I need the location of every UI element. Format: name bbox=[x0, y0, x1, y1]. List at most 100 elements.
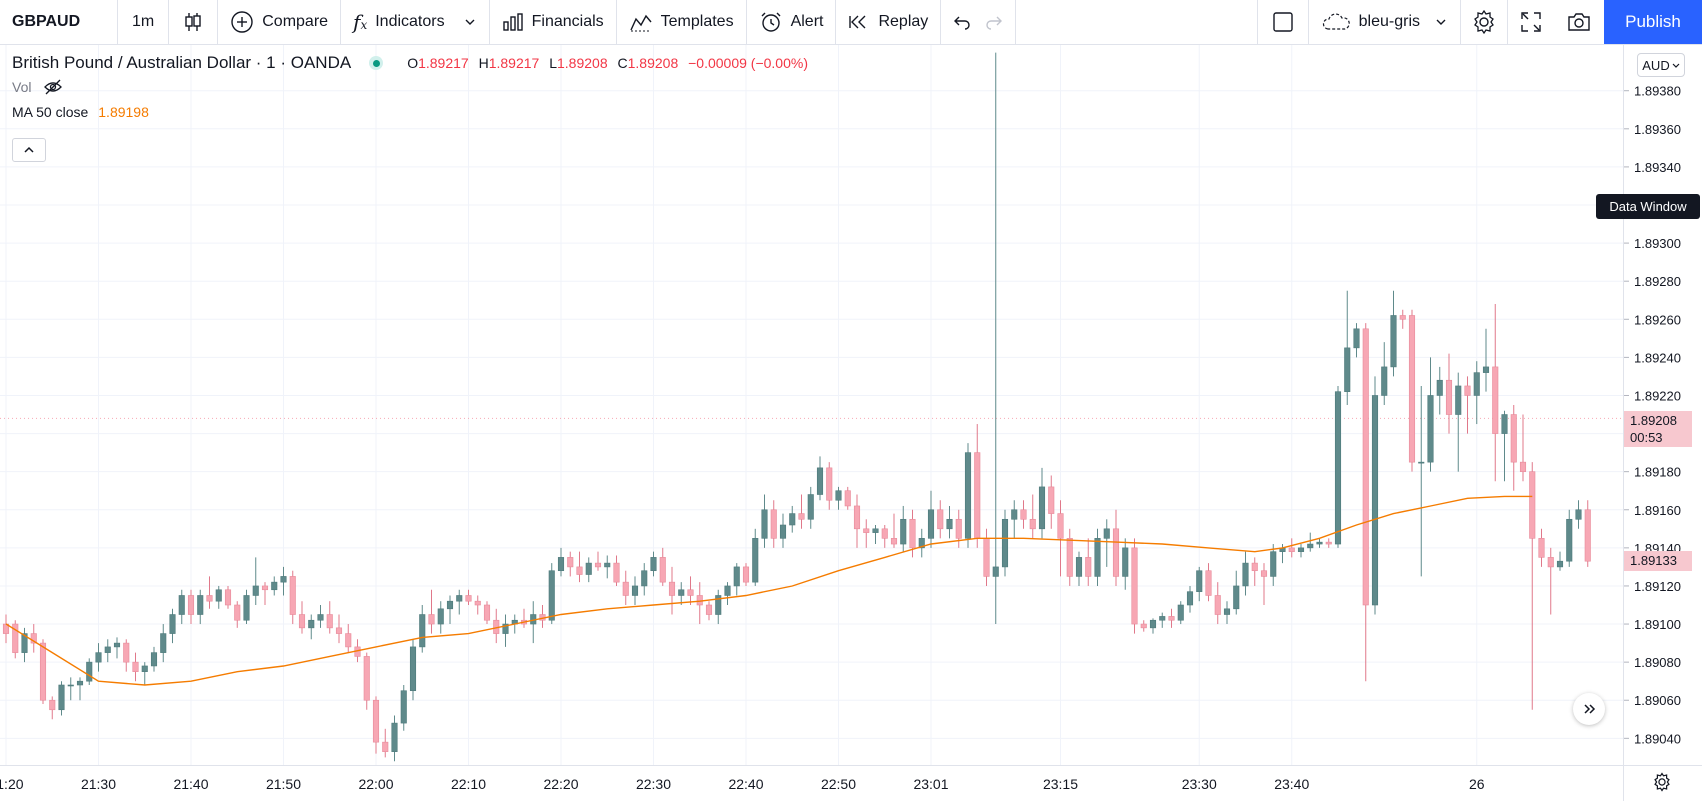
candle-body bbox=[280, 576, 287, 583]
x-tick-label: 22:10 bbox=[451, 776, 486, 792]
undo-icon[interactable] bbox=[953, 14, 971, 30]
fullscreen-button[interactable] bbox=[1508, 0, 1554, 44]
candle bbox=[1020, 500, 1027, 529]
candle-body bbox=[696, 595, 703, 606]
templates-button[interactable]: Templates bbox=[617, 0, 747, 44]
y-tick-label: 1.89380 bbox=[1634, 84, 1681, 99]
layout-save-button[interactable]: bleu-gris bbox=[1309, 0, 1461, 44]
candle bbox=[705, 601, 713, 621]
symbol-search-button[interactable]: GBPAUD bbox=[0, 0, 118, 44]
candle-body bbox=[835, 490, 842, 501]
candle-body bbox=[391, 722, 398, 752]
candle-body bbox=[1436, 379, 1443, 396]
candle bbox=[206, 576, 213, 609]
candle-body bbox=[927, 509, 935, 539]
candle-body bbox=[1177, 604, 1184, 621]
legend-symbol-title[interactable]: British Pound / Australian Dollar · 1 · … bbox=[12, 53, 352, 72]
close-key: C bbox=[617, 55, 628, 71]
candle-body bbox=[724, 585, 731, 596]
layout-name-label: bleu-gris bbox=[1358, 13, 1420, 30]
chart-legend: British Pound / Australian Dollar · 1 · … bbox=[12, 53, 808, 73]
candle-body bbox=[1547, 557, 1554, 568]
candle-body bbox=[1103, 528, 1110, 539]
candle bbox=[160, 624, 167, 663]
candle-body bbox=[567, 557, 574, 568]
interval-button[interactable]: 1m bbox=[118, 0, 170, 44]
candle bbox=[1427, 357, 1434, 472]
alert-button[interactable]: Alert bbox=[747, 0, 837, 44]
candle-body bbox=[715, 595, 722, 615]
publish-button[interactable]: Publish bbox=[1604, 0, 1702, 44]
candle bbox=[631, 576, 639, 605]
candle-body bbox=[604, 562, 611, 568]
candle-body bbox=[1575, 509, 1582, 520]
scale-settings-button[interactable] bbox=[1650, 770, 1674, 794]
candle bbox=[465, 589, 472, 605]
candle bbox=[1399, 309, 1406, 329]
candle bbox=[456, 589, 463, 615]
y-tick-label: 1.89060 bbox=[1634, 693, 1681, 708]
candle-body bbox=[1001, 518, 1009, 568]
price-chart[interactable]: 1.893801.893601.893401.893201.893001.892… bbox=[0, 45, 1702, 801]
candle-body bbox=[1482, 366, 1490, 373]
candle bbox=[659, 547, 666, 586]
compare-button[interactable]: Compare bbox=[218, 0, 342, 44]
candle-body bbox=[1297, 547, 1305, 552]
layout-toggle-button[interactable] bbox=[1256, 0, 1309, 44]
candle-body bbox=[1196, 570, 1203, 592]
candle bbox=[548, 563, 555, 625]
price-scale[interactable]: 1.893801.893601.893401.893201.893001.892… bbox=[1624, 84, 1681, 747]
chevron-down-icon[interactable] bbox=[1434, 15, 1448, 29]
candle-body bbox=[1427, 395, 1434, 463]
candle-body bbox=[271, 581, 278, 591]
candle-body bbox=[964, 452, 972, 539]
legend-ma-row[interactable]: MA 50 close 1.89198 bbox=[12, 104, 149, 120]
candle-body bbox=[1362, 328, 1369, 606]
candle bbox=[95, 643, 102, 672]
candle-body bbox=[456, 595, 463, 602]
time-scale[interactable]: 21:20 21:30 21:40 21:50 22:00 22:10 22:20 22:30… bbox=[0, 776, 1485, 792]
templates-icon bbox=[630, 14, 652, 32]
market-status-icon[interactable] bbox=[369, 56, 384, 70]
gear-icon bbox=[1654, 772, 1670, 792]
chart-pane[interactable]: 1.893801.893601.893401.893201.893001.892… bbox=[0, 45, 1702, 801]
chart-type-button[interactable] bbox=[169, 0, 219, 44]
candle-body bbox=[946, 518, 953, 530]
candle bbox=[1390, 290, 1397, 377]
data-window-tooltip[interactable]: Data Window bbox=[1596, 194, 1700, 219]
ma-value: 1.89198 bbox=[98, 104, 149, 120]
settings-button[interactable] bbox=[1461, 0, 1508, 44]
replay-button[interactable]: Replay bbox=[836, 0, 942, 44]
fullscreen-icon bbox=[1521, 12, 1541, 32]
legend-collapse-button[interactable] bbox=[12, 138, 46, 162]
candle-body bbox=[853, 505, 861, 530]
candle bbox=[1519, 414, 1527, 482]
candle-body bbox=[169, 614, 176, 634]
high-key: H bbox=[478, 55, 489, 71]
candle bbox=[1436, 366, 1443, 415]
candle-body bbox=[465, 595, 472, 602]
currency-selector[interactable]: AUD bbox=[1637, 53, 1685, 77]
indicators-button[interactable]: fx Indicators bbox=[341, 0, 490, 44]
candle-body bbox=[650, 557, 657, 572]
redo-icon[interactable] bbox=[985, 14, 1003, 30]
candle-body bbox=[844, 490, 851, 507]
candle-body bbox=[419, 614, 426, 648]
candle bbox=[622, 570, 629, 605]
candle bbox=[123, 639, 130, 672]
legend-volume-row[interactable]: Vol bbox=[12, 79, 63, 95]
scroll-to-realtime-button[interactable] bbox=[1573, 693, 1605, 725]
eye-off-icon[interactable] bbox=[43, 79, 63, 95]
candle bbox=[1168, 608, 1175, 628]
open-value: 1.89217 bbox=[418, 55, 469, 71]
candle bbox=[770, 500, 777, 548]
candle bbox=[317, 605, 324, 628]
candle bbox=[835, 486, 842, 510]
candle bbox=[326, 601, 333, 634]
financials-button[interactable]: Financials bbox=[490, 0, 617, 44]
candle bbox=[1159, 612, 1166, 628]
snapshot-button[interactable] bbox=[1554, 0, 1604, 44]
chevron-down-icon[interactable] bbox=[463, 15, 477, 29]
bar-countdown: 00:53 bbox=[1630, 430, 1663, 445]
candle bbox=[1140, 620, 1147, 632]
